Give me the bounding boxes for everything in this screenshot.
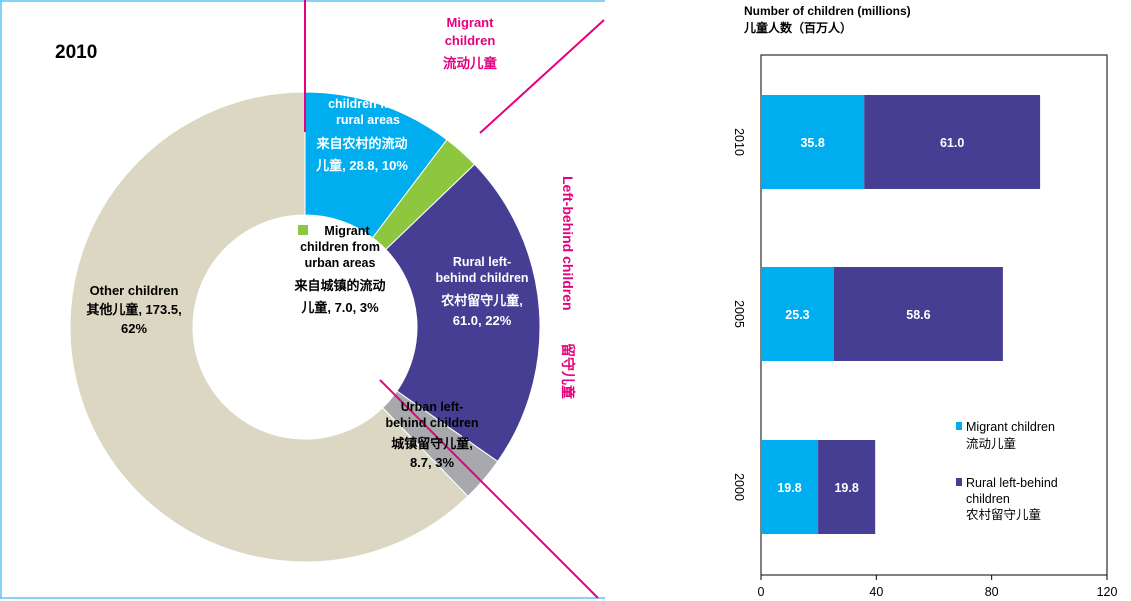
label-other-children: 其他儿童, 173.5,	[86, 302, 181, 317]
stacked-bar-chart: Number of children (millions) 儿童人数（百万人） …	[732, 4, 1118, 599]
bar-2005-rural-left-behind	[833, 267, 1003, 361]
label-rural-migrant: children from	[328, 97, 408, 111]
label-rural-left-behind: Rural left-	[453, 255, 511, 269]
bar-category-label: 2010	[732, 128, 746, 156]
label-rural-left-behind-zh: 农村留守儿童,	[440, 293, 523, 308]
bar-value-label: 19.8	[834, 481, 858, 495]
bar-value-label: 25.3	[785, 308, 809, 322]
bar-ylabel-en: Number of children (millions)	[744, 4, 911, 18]
bar-value-label: 19.8	[777, 481, 801, 495]
label-other-children: Other children	[90, 283, 179, 298]
x-tick-label: 0	[758, 585, 765, 599]
bar-2005-migrant	[761, 267, 834, 361]
label-rural-migrant-zh: 来自农村的流动	[315, 136, 407, 151]
bar-value-label: 61.0	[940, 136, 964, 150]
group-label-migrant: children	[445, 33, 496, 48]
label-urban-migrant: children from	[300, 240, 380, 254]
legend-label-rural-left-behind: children	[966, 492, 1010, 506]
label-rural-migrant: Migrant	[345, 81, 391, 95]
bar-2010-migrant	[761, 95, 865, 189]
x-tick-label: 40	[869, 585, 883, 599]
bar-ylabel-zh: 儿童人数（百万人）	[743, 20, 852, 35]
donut-title: 2010	[55, 42, 97, 63]
x-tick-label: 80	[985, 585, 999, 599]
legend-label-migrant: Migrant children	[966, 420, 1055, 434]
legend-label-rural-left-behind: 农村留守儿童	[966, 507, 1041, 522]
bar-2000-rural-left-behind	[818, 440, 876, 534]
label-urban-left-behind: Urban left-	[401, 400, 464, 414]
label-rural-left-behind-zh: 61.0, 22%	[453, 313, 512, 328]
legend-swatch-migrant	[956, 422, 962, 430]
label-urban-migrant: urban areas	[305, 256, 376, 270]
label-urban-left-behind-zh: 8.7, 3%	[410, 455, 455, 470]
label-other-children: 62%	[121, 321, 147, 336]
label-urban-migrant: Migrant	[324, 224, 370, 238]
legend-swatch-rural-left-behind	[956, 478, 962, 486]
bar-2000-migrant	[761, 440, 819, 534]
donut-divider-upper	[479, 19, 605, 134]
bar-2010-rural-left-behind	[864, 95, 1041, 189]
group-label-left-behind-zh: 留守儿童	[560, 343, 576, 399]
label-rural-migrant: rural areas	[336, 113, 400, 127]
label-urban-migrant-zh: 来自城镇的流动	[293, 278, 385, 293]
label-urban-left-behind: behind children	[385, 416, 478, 430]
legend-label-rural-left-behind: Rural left-behind	[966, 476, 1058, 490]
bar-category-label: 2005	[732, 300, 746, 328]
label-urban-left-behind-zh: 城镇留守儿童,	[391, 436, 473, 451]
group-label-migrant: Migrant	[447, 15, 495, 30]
bar-value-label: 35.8	[800, 136, 824, 150]
label-rural-left-behind: behind children	[435, 271, 528, 285]
bar-category-label: 2000	[732, 473, 746, 501]
legend-label-migrant: 流动儿童	[966, 436, 1016, 451]
label-rural-migrant-zh: 儿童, 28.8, 10%	[315, 158, 408, 173]
group-label-migrant-zh: 流动儿童	[443, 55, 497, 71]
x-tick-label: 120	[1097, 585, 1118, 599]
urban-migrant-swatch	[298, 225, 308, 235]
bar-value-label: 58.6	[906, 308, 930, 322]
donut-chart: 2010 Migrant children from rural areas 来自农村…	[0, 0, 605, 599]
donut-slice-other	[69, 91, 469, 563]
donut-slice-rural-left-behind	[385, 163, 541, 463]
donut-divider-lower	[379, 379, 599, 599]
group-label-left-behind: Left-behind children	[560, 176, 576, 311]
label-urban-migrant-zh: 儿童, 7.0, 3%	[300, 300, 379, 315]
